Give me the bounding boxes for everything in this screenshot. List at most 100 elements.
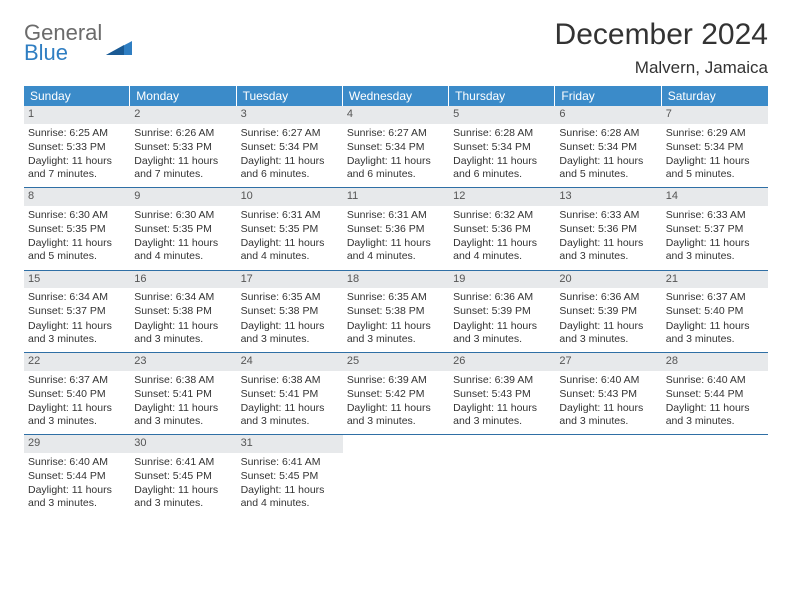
sunrise-text: Sunrise: 6:34 AM [134, 291, 232, 304]
day-cell: 25Sunrise: 6:39 AMSunset: 5:42 PMDayligh… [343, 353, 449, 434]
daylight-text: Daylight: 11 hours and 3 minutes. [559, 237, 657, 263]
sunrise-text: Sunrise: 6:37 AM [666, 291, 764, 304]
day-cell: 8Sunrise: 6:30 AMSunset: 5:35 PMDaylight… [24, 188, 130, 269]
day-of-week-row: SundayMondayTuesdayWednesdayThursdayFrid… [24, 86, 768, 106]
daylight-text: Daylight: 11 hours and 7 minutes. [28, 155, 126, 181]
sunrise-text: Sunrise: 6:38 AM [241, 374, 339, 387]
day-cell: 4Sunrise: 6:27 AMSunset: 5:34 PMDaylight… [343, 106, 449, 187]
week-row: 29Sunrise: 6:40 AMSunset: 5:44 PMDayligh… [24, 435, 768, 516]
daylight-text: Daylight: 11 hours and 3 minutes. [28, 320, 126, 346]
day-number: 5 [449, 106, 555, 124]
sunset-text: Sunset: 5:43 PM [453, 388, 551, 401]
day-number: 10 [237, 188, 343, 206]
day-number: 26 [449, 353, 555, 371]
sunrise-text: Sunrise: 6:28 AM [453, 127, 551, 140]
daylight-text: Daylight: 11 hours and 4 minutes. [134, 237, 232, 263]
day-cell: 18Sunrise: 6:35 AMSunset: 5:38 PMDayligh… [343, 271, 449, 352]
sunset-text: Sunset: 5:40 PM [28, 388, 126, 401]
day-number: 12 [449, 188, 555, 206]
sunrise-text: Sunrise: 6:25 AM [28, 127, 126, 140]
day-cell: 22Sunrise: 6:37 AMSunset: 5:40 PMDayligh… [24, 353, 130, 434]
sunset-text: Sunset: 5:34 PM [453, 141, 551, 154]
calendar: SundayMondayTuesdayWednesdayThursdayFrid… [24, 86, 768, 516]
daylight-text: Daylight: 11 hours and 5 minutes. [666, 155, 764, 181]
daylight-text: Daylight: 11 hours and 4 minutes. [347, 237, 445, 263]
sunset-text: Sunset: 5:36 PM [559, 223, 657, 236]
day-number: 24 [237, 353, 343, 371]
day-number: 4 [343, 106, 449, 124]
sunrise-text: Sunrise: 6:35 AM [241, 291, 339, 304]
day-cell: 26Sunrise: 6:39 AMSunset: 5:43 PMDayligh… [449, 353, 555, 434]
weeks-container: 1Sunrise: 6:25 AMSunset: 5:33 PMDaylight… [24, 106, 768, 516]
day-number: 23 [130, 353, 236, 371]
day-cell: 17Sunrise: 6:35 AMSunset: 5:38 PMDayligh… [237, 271, 343, 352]
sunrise-text: Sunrise: 6:29 AM [666, 127, 764, 140]
sunrise-text: Sunrise: 6:30 AM [134, 209, 232, 222]
daylight-text: Daylight: 11 hours and 3 minutes. [241, 320, 339, 346]
day-number: 19 [449, 271, 555, 289]
title-block: December 2024 Malvern, Jamaica [555, 18, 768, 78]
sunset-text: Sunset: 5:45 PM [134, 470, 232, 483]
day-cell: 2Sunrise: 6:26 AMSunset: 5:33 PMDaylight… [130, 106, 236, 187]
day-number: 6 [555, 106, 661, 124]
day-cell: 5Sunrise: 6:28 AMSunset: 5:34 PMDaylight… [449, 106, 555, 187]
day-cell: 10Sunrise: 6:31 AMSunset: 5:35 PMDayligh… [237, 188, 343, 269]
day-cell: 1Sunrise: 6:25 AMSunset: 5:33 PMDaylight… [24, 106, 130, 187]
day-cell: 12Sunrise: 6:32 AMSunset: 5:36 PMDayligh… [449, 188, 555, 269]
daylight-text: Daylight: 11 hours and 3 minutes. [453, 320, 551, 346]
daylight-text: Daylight: 11 hours and 6 minutes. [347, 155, 445, 181]
sunset-text: Sunset: 5:38 PM [134, 305, 232, 318]
sunset-text: Sunset: 5:44 PM [28, 470, 126, 483]
day-of-week: Friday [555, 86, 661, 106]
day-cell: 28Sunrise: 6:40 AMSunset: 5:44 PMDayligh… [662, 353, 768, 434]
day-cell: 30Sunrise: 6:41 AMSunset: 5:45 PMDayligh… [130, 435, 236, 516]
sunset-text: Sunset: 5:36 PM [347, 223, 445, 236]
sunset-text: Sunset: 5:38 PM [241, 305, 339, 318]
day-number: 16 [130, 271, 236, 289]
logo-mark-icon [106, 37, 132, 55]
day-cell: 3Sunrise: 6:27 AMSunset: 5:34 PMDaylight… [237, 106, 343, 187]
sunrise-text: Sunrise: 6:33 AM [666, 209, 764, 222]
week-row: 15Sunrise: 6:34 AMSunset: 5:37 PMDayligh… [24, 271, 768, 353]
day-number: 21 [662, 271, 768, 289]
day-number: 14 [662, 188, 768, 206]
logo-line2: Blue [24, 42, 102, 64]
day-number: 27 [555, 353, 661, 371]
daylight-text: Daylight: 11 hours and 3 minutes. [28, 484, 126, 510]
sunset-text: Sunset: 5:35 PM [134, 223, 232, 236]
sunrise-text: Sunrise: 6:34 AM [28, 291, 126, 304]
day-cell: 29Sunrise: 6:40 AMSunset: 5:44 PMDayligh… [24, 435, 130, 516]
sunset-text: Sunset: 5:34 PM [666, 141, 764, 154]
empty-cell [662, 435, 768, 516]
day-number: 15 [24, 271, 130, 289]
daylight-text: Daylight: 11 hours and 3 minutes. [559, 402, 657, 428]
header: General Blue December 2024 Malvern, Jama… [24, 18, 768, 78]
week-row: 1Sunrise: 6:25 AMSunset: 5:33 PMDaylight… [24, 106, 768, 188]
day-number: 31 [237, 435, 343, 453]
day-number: 9 [130, 188, 236, 206]
week-row: 22Sunrise: 6:37 AMSunset: 5:40 PMDayligh… [24, 353, 768, 435]
daylight-text: Daylight: 11 hours and 4 minutes. [241, 484, 339, 510]
sunrise-text: Sunrise: 6:27 AM [241, 127, 339, 140]
day-number: 28 [662, 353, 768, 371]
sunset-text: Sunset: 5:39 PM [453, 305, 551, 318]
location: Malvern, Jamaica [555, 58, 768, 78]
day-number: 8 [24, 188, 130, 206]
sunset-text: Sunset: 5:37 PM [666, 223, 764, 236]
day-cell: 14Sunrise: 6:33 AMSunset: 5:37 PMDayligh… [662, 188, 768, 269]
sunrise-text: Sunrise: 6:36 AM [453, 291, 551, 304]
sunrise-text: Sunrise: 6:40 AM [559, 374, 657, 387]
daylight-text: Daylight: 11 hours and 3 minutes. [666, 402, 764, 428]
sunrise-text: Sunrise: 6:36 AM [559, 291, 657, 304]
week-row: 8Sunrise: 6:30 AMSunset: 5:35 PMDaylight… [24, 188, 768, 270]
sunset-text: Sunset: 5:35 PM [241, 223, 339, 236]
daylight-text: Daylight: 11 hours and 3 minutes. [453, 402, 551, 428]
day-cell: 7Sunrise: 6:29 AMSunset: 5:34 PMDaylight… [662, 106, 768, 187]
sunrise-text: Sunrise: 6:33 AM [559, 209, 657, 222]
sunset-text: Sunset: 5:36 PM [453, 223, 551, 236]
sunrise-text: Sunrise: 6:39 AM [347, 374, 445, 387]
day-number: 22 [24, 353, 130, 371]
day-number: 2 [130, 106, 236, 124]
day-number: 11 [343, 188, 449, 206]
daylight-text: Daylight: 11 hours and 5 minutes. [28, 237, 126, 263]
